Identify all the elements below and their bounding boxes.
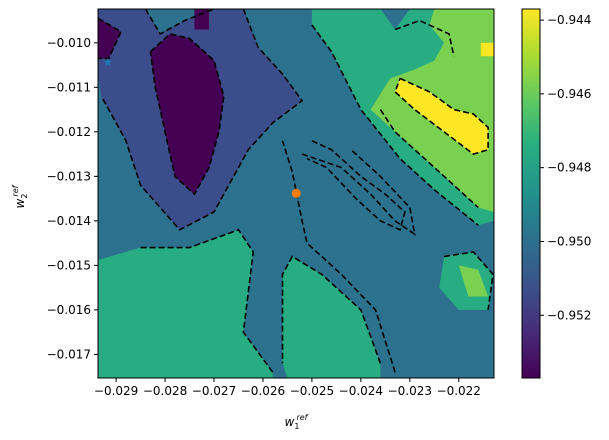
- contour-line-5: [311, 24, 479, 226]
- contour-line-6: [394, 19, 455, 57]
- x-tick-label: −0.029: [94, 384, 138, 398]
- y-tick-label: −0.016: [47, 303, 91, 317]
- contour-line-0: [140, 228, 274, 373]
- colorbar-ticks: −0.944 −0.946 −0.948 −0.950 −0.952: [540, 13, 591, 322]
- y-tick-label: −0.013: [47, 169, 91, 183]
- contour-lines: [98, 9, 494, 373]
- x-tick-label: −0.024: [339, 384, 383, 398]
- colorbar-tick-label: −0.952: [547, 308, 591, 322]
- contour-line-13: [443, 251, 494, 311]
- y-tick-label: −0.011: [47, 80, 91, 94]
- x-tick-label: −0.027: [192, 384, 236, 398]
- x-tick-label: −0.023: [388, 384, 432, 398]
- plot-frame: [97, 8, 495, 379]
- contour-line-12: [149, 33, 225, 196]
- contour-region-10: [98, 18, 121, 59]
- y-tick-label: −0.012: [47, 125, 91, 139]
- contour-region-12: [194, 9, 210, 30]
- y-axis: −0.010 −0.011 −0.012 −0.013 −0.014 −0.015 −0.0…: [47, 36, 98, 361]
- y-tick-label: −0.015: [47, 258, 91, 272]
- contour-region-11: [150, 33, 224, 195]
- plot-area: [98, 9, 494, 378]
- contour-line-1: [281, 255, 382, 364]
- contour-line-2: [281, 140, 396, 373]
- y-tick-label: −0.017: [47, 347, 91, 361]
- contour-region-2: [282, 256, 381, 378]
- contour-line-11: [98, 17, 123, 60]
- colorbar-tick-label: −0.950: [547, 234, 591, 248]
- contour-region-1: [98, 229, 273, 378]
- marker-circle: [291, 188, 301, 198]
- contour-region-7: [395, 78, 489, 155]
- marker-star: [103, 57, 113, 67]
- colorbar-gradient: [521, 8, 541, 379]
- colorbar: −0.944 −0.946 −0.948 −0.950 −0.952: [521, 8, 591, 379]
- x-axis: −0.029 −0.028 −0.027 −0.026 −0.025 −0.024 −0.0…: [94, 378, 481, 398]
- x-tick-label: −0.025: [290, 384, 334, 398]
- contour-line-9: [144, 9, 215, 35]
- y-tick-label: −0.014: [47, 214, 91, 228]
- markers: [103, 57, 301, 198]
- x-tick-label: −0.022: [437, 384, 481, 398]
- contour-line-10: [100, 9, 304, 231]
- colorbar-tick-label: −0.946: [547, 87, 591, 101]
- y-tick-label: −0.010: [47, 36, 91, 50]
- filled-contour-regions: [98, 9, 494, 378]
- y-axis-label: w2ref: [11, 184, 29, 208]
- contour-region-6: [458, 265, 489, 297]
- contour-region-8: [480, 42, 494, 57]
- x-tick-label: −0.026: [241, 384, 285, 398]
- x-axis-label: w1ref: [285, 413, 309, 431]
- colorbar-tick-label: −0.944: [547, 13, 591, 27]
- colorbar-tick-label: −0.948: [547, 161, 591, 175]
- x-tick-label: −0.028: [143, 384, 187, 398]
- contour-line-4: [301, 149, 416, 236]
- contour-line-7: [379, 109, 479, 209]
- contour-line-3: [306, 140, 406, 231]
